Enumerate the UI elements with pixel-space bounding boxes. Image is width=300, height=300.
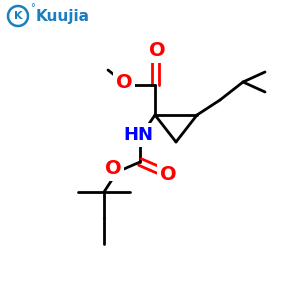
Text: Kuujia: Kuujia — [36, 8, 90, 23]
Text: O: O — [105, 160, 121, 178]
Text: O: O — [116, 74, 132, 92]
Text: K: K — [14, 11, 22, 21]
Text: HN: HN — [123, 126, 153, 144]
Text: O: O — [149, 41, 165, 61]
Text: °: ° — [30, 3, 35, 13]
Text: O: O — [160, 166, 176, 184]
